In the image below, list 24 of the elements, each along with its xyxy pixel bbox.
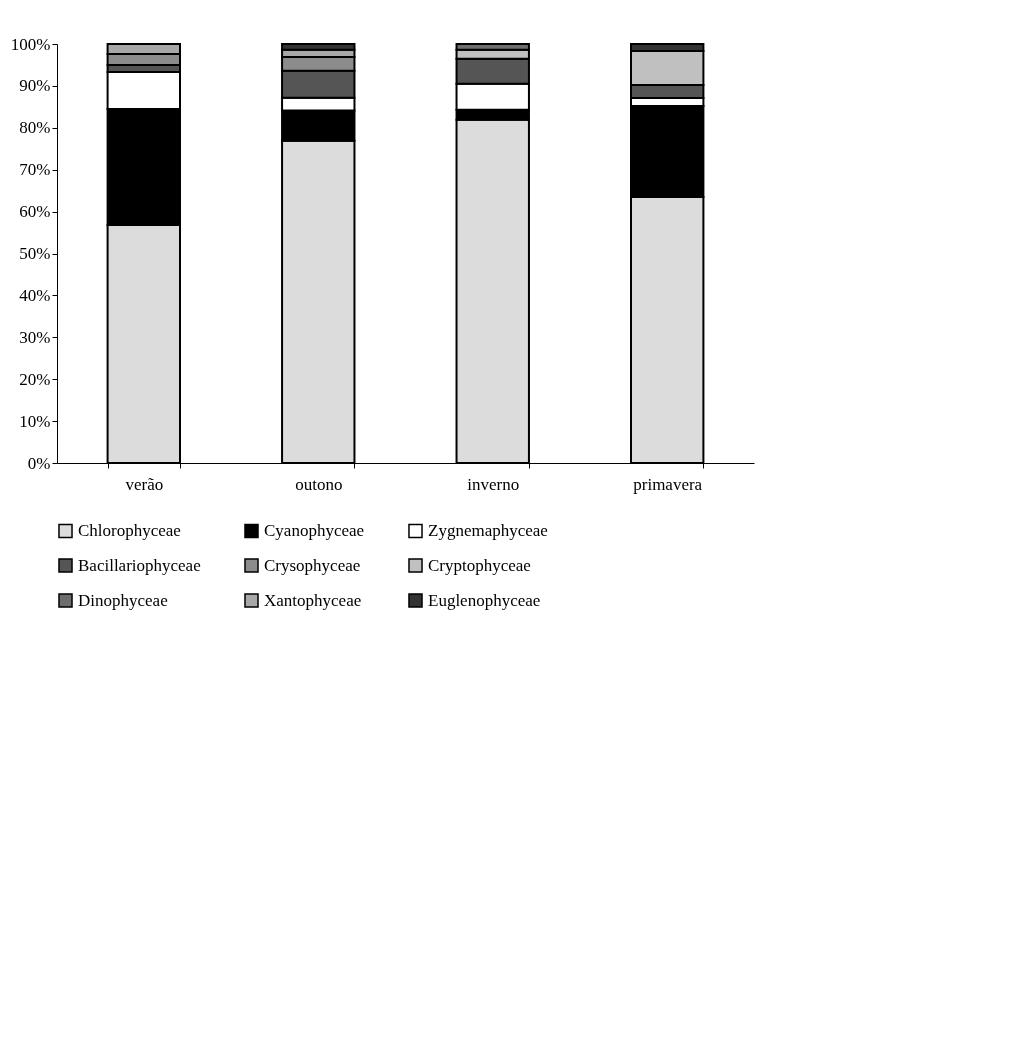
y-tick-label: 100%: [10, 34, 51, 54]
legend-label: Bacillariophyceae: [78, 555, 201, 575]
y-tick-label: 70%: [19, 160, 51, 180]
y-tick-label: 40%: [19, 285, 51, 305]
y-tick-label: 0%: [27, 453, 51, 473]
y-tick-label: 30%: [19, 327, 51, 347]
y-tick-label: 90%: [19, 76, 51, 96]
y-tick-label: 10%: [19, 411, 51, 431]
legend-label: Crysophyceae: [264, 555, 361, 575]
legend-label: Euglenophyceae: [428, 590, 541, 610]
x-tick-label: inverno: [467, 474, 520, 494]
x-tick-label: primavera: [633, 474, 703, 494]
legend-label: Cyanophyceae: [264, 520, 365, 540]
legend-label: Cryptophyceae: [428, 555, 531, 575]
y-tick-label: 20%: [19, 369, 51, 389]
y-tick-label: 60%: [19, 202, 51, 222]
x-tick-label: verão: [125, 474, 164, 494]
legend-label: Dinophyceae: [78, 590, 168, 610]
x-tick-label: outono: [295, 474, 343, 494]
legend-label: Xantophyceae: [264, 590, 362, 610]
legend-label: Chlorophyceae: [78, 520, 181, 540]
y-tick-label: 50%: [19, 244, 51, 263]
legend-label: Zygnemaphyceae: [428, 520, 548, 540]
y-tick-label: 80%: [19, 118, 51, 138]
